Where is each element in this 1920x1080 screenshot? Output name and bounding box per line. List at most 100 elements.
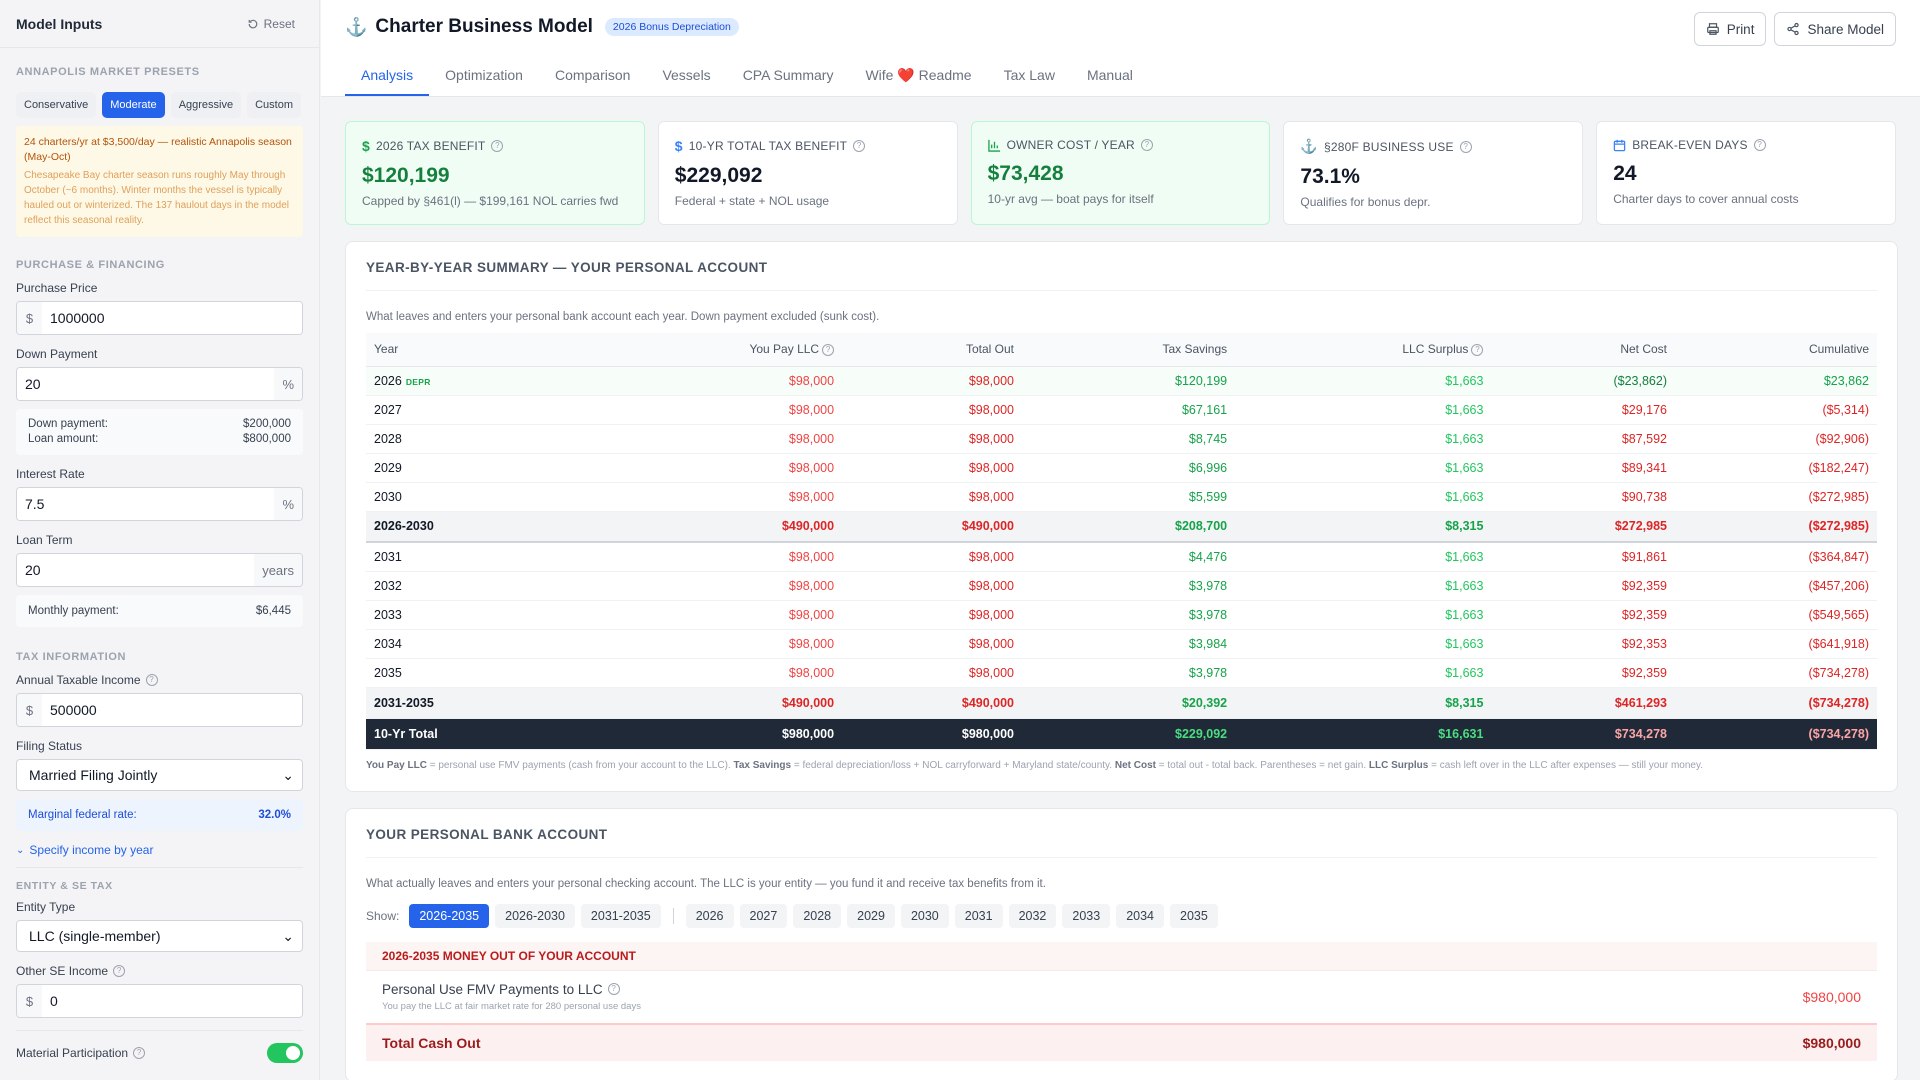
down-payment-input[interactable] xyxy=(17,368,275,400)
reset-button[interactable]: Reset xyxy=(247,17,295,31)
percent-suffix: % xyxy=(274,488,302,520)
col-net-cost: Net Cost xyxy=(1491,333,1675,367)
col-year: Year xyxy=(366,333,577,367)
out-cell: $98,000 xyxy=(842,600,1023,630)
kpi-label: 2026 Tax Benefit xyxy=(376,139,486,153)
table-legend: You Pay LLC = personal use FMV payments … xyxy=(366,760,1877,771)
specify-income-toggle[interactable]: ⌄ Specify income by year xyxy=(16,843,303,857)
other-se-label-row: Other SE Income ? xyxy=(16,964,303,978)
cum-cell: ($734,278) xyxy=(1675,687,1877,719)
preset-custom[interactable]: Custom xyxy=(247,92,302,118)
income-input[interactable] xyxy=(42,694,302,726)
purchase-price-input[interactable] xyxy=(42,302,302,334)
year-label: 2026 xyxy=(374,373,402,388)
percent-suffix: % xyxy=(274,368,302,400)
cum-cell: ($272,985) xyxy=(1675,482,1877,512)
reset-label: Reset xyxy=(263,16,295,31)
interest-rate-input[interactable] xyxy=(17,488,275,520)
tab-wife-readme[interactable]: Wife ❤️ Readme xyxy=(865,67,972,83)
purchase-section-label: Purchase & Financing xyxy=(16,259,165,271)
kpi-10yr-tax-benefit: $10-Yr Total Tax Benefit? $229,092 Feder… xyxy=(657,121,958,225)
help-icon[interactable]: ? xyxy=(607,983,620,995)
preset-note-body: Chesapeake Bay charter season runs rough… xyxy=(24,170,289,226)
preset-conservative[interactable]: Conservative xyxy=(16,92,97,118)
help-icon[interactable]: ? xyxy=(1140,139,1153,151)
help-icon[interactable]: ? xyxy=(1753,139,1766,151)
surplus-cell: $1,663 xyxy=(1235,542,1492,572)
help-icon[interactable]: ? xyxy=(1459,140,1472,153)
help-icon[interactable]: ? xyxy=(822,344,835,357)
year-chip-2031[interactable]: 2031 xyxy=(954,903,1003,928)
down-payment-amount: $200,000 xyxy=(243,418,291,430)
year-chip-2029[interactable]: 2029 xyxy=(847,903,895,928)
range-chip-2026-2030[interactable]: 2026-2030 xyxy=(495,903,575,928)
sidebar-header: Model Inputs Reset xyxy=(0,0,319,48)
cum-cell: ($734,278) xyxy=(1675,658,1877,688)
presets-section-label: Annapolis Market Presets xyxy=(16,66,200,78)
year-chip-2027[interactable]: 2027 xyxy=(739,903,788,928)
down-payment-field: % xyxy=(16,367,303,401)
tab-vessels[interactable]: Vessels xyxy=(662,67,711,83)
surplus-cell: $16,631 xyxy=(1235,718,1492,750)
kpi-label: Owner Cost / Year xyxy=(1006,138,1135,152)
divider xyxy=(16,867,303,868)
table-row: 2031 $98,000 $98,000 $4,476 $1,663 $91,8… xyxy=(366,542,1877,572)
anchor-icon: ⚓ xyxy=(1300,138,1319,154)
kpi-sub: 10-yr avg — boat pays for itself xyxy=(987,192,1154,206)
tax-cell: $6,996 xyxy=(1022,453,1236,483)
range-chip-2026-2035[interactable]: 2026-2035 xyxy=(409,903,490,928)
other-se-input[interactable] xyxy=(42,985,302,1017)
year-chip-2032[interactable]: 2032 xyxy=(1008,903,1057,928)
tab-comparison[interactable]: Comparison xyxy=(554,67,631,83)
cum-cell: ($364,847) xyxy=(1675,542,1877,572)
year-chip-2030[interactable]: 2030 xyxy=(900,903,949,928)
chip-separator xyxy=(672,907,674,924)
tab-manual[interactable]: Manual xyxy=(1086,67,1133,83)
surplus-cell: $1,663 xyxy=(1235,658,1492,688)
loan-breakdown: Down payment: $200,000 Loan amount: $800,0… xyxy=(16,409,303,455)
preset-aggressive[interactable]: Aggressive xyxy=(170,92,242,118)
dollar-prefix: $ xyxy=(17,694,42,726)
help-icon[interactable]: ? xyxy=(145,674,158,686)
net-cell: $91,861 xyxy=(1491,542,1675,572)
preset-note-title: 24 charters/yr at $3,500/day — realistic… xyxy=(24,136,292,163)
year-chip-2026[interactable]: 2026 xyxy=(685,903,734,928)
year-chip-2028[interactable]: 2028 xyxy=(793,903,842,928)
year-chip-2035[interactable]: 2035 xyxy=(1170,903,1218,928)
filing-status-select[interactable]: Married Filing Jointly ⌄ xyxy=(16,759,303,791)
material-participation-toggle[interactable] xyxy=(267,1043,303,1063)
net-cell: $92,359 xyxy=(1491,658,1675,688)
help-icon[interactable]: ? xyxy=(491,140,504,152)
year-cell: 2034 xyxy=(366,629,577,659)
kpi-value: 73.1% xyxy=(1300,165,1360,188)
table-row: 2035 $98,000 $98,000 $3,978 $1,663 $92,3… xyxy=(366,658,1877,688)
entity-type-select[interactable]: LLC (single-member) ⌄ xyxy=(16,920,303,952)
loan-term-input[interactable] xyxy=(17,554,255,586)
kpi-sub: Capped by §461(l) — $199,161 NOL carries… xyxy=(362,194,619,208)
tab-tax-law[interactable]: Tax Law xyxy=(1003,67,1055,83)
net-cell: ($23,862) xyxy=(1491,366,1675,396)
grand-total-row: 10-Yr Total $980,000 $980,000 $229,092 $… xyxy=(366,718,1877,750)
tab-analysis[interactable]: Analysis xyxy=(345,64,430,96)
out-cell: $98,000 xyxy=(842,366,1023,396)
purchase-price-label: Purchase Price xyxy=(16,281,98,295)
tab-optimization[interactable]: Optimization xyxy=(445,67,523,83)
help-icon[interactable]: ? xyxy=(1471,344,1484,357)
preset-moderate[interactable]: Moderate xyxy=(102,92,165,118)
year-chip-2034[interactable]: 2034 xyxy=(1116,903,1165,928)
table-row: 2027 $98,000 $98,000 $67,161 $1,663 $29,… xyxy=(366,395,1877,425)
share-model-button[interactable]: Share Model xyxy=(1774,12,1896,46)
out-cell: $98,000 xyxy=(842,629,1023,659)
help-icon[interactable]: ? xyxy=(113,965,126,977)
down-payment-label: Down Payment xyxy=(16,347,98,361)
range-chip-2031-2035[interactable]: 2031-2035 xyxy=(580,903,661,928)
loan-term-label: Loan Term xyxy=(16,533,73,547)
print-button[interactable]: Print xyxy=(1693,12,1767,46)
help-icon[interactable]: ? xyxy=(133,1047,146,1059)
pay-cell: $98,000 xyxy=(576,453,843,483)
year-chip-2033[interactable]: 2033 xyxy=(1062,903,1111,928)
tab-cpa-summary[interactable]: CPA Summary xyxy=(742,67,834,83)
help-icon[interactable]: ? xyxy=(853,140,866,152)
tax-cell: $8,745 xyxy=(1022,424,1236,454)
kpi-value: $229,092 xyxy=(674,164,763,187)
